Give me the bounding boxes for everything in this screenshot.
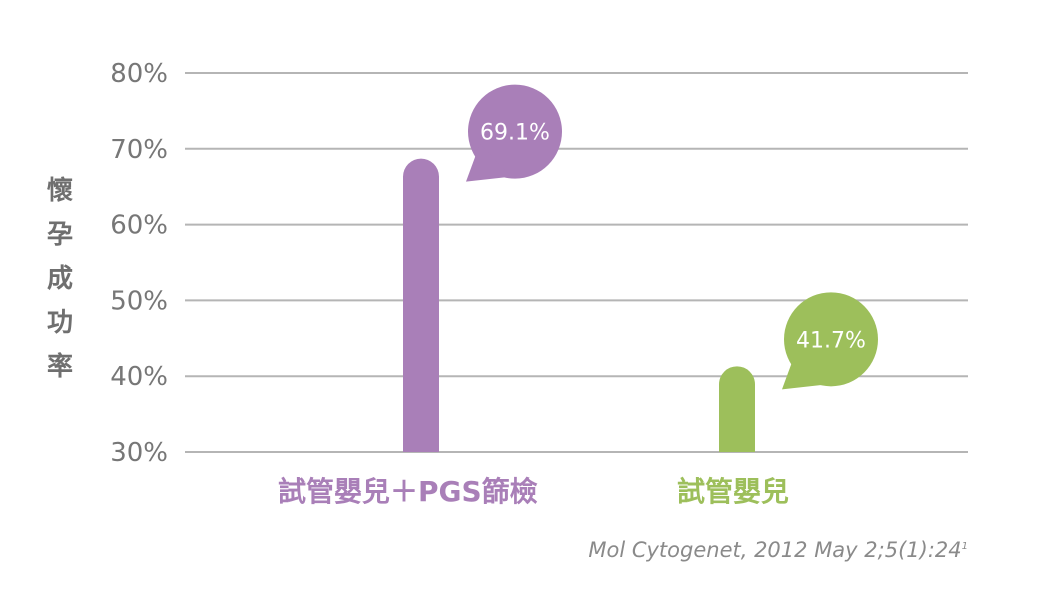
source-superscript: 1 — [961, 541, 968, 552]
bubble-circle — [784, 292, 878, 387]
data-label: 41.7% — [796, 328, 866, 353]
bubble-tail — [466, 143, 511, 182]
source-citation: Mol Cytogenet, 2012 May 2;5(1):241 — [588, 538, 968, 562]
data-label-bubbles: 69.1% 41.7% — [466, 84, 878, 390]
data-label: 69.1% — [480, 121, 550, 146]
y-tick-label: 60% — [110, 211, 168, 241]
bar — [719, 366, 755, 452]
y-axis-label-char: 率 — [46, 352, 73, 382]
category-label-ivf: 試管嬰兒 — [677, 475, 790, 508]
y-tick-labels: 30% 40% 50% 60% 70% 80% — [110, 59, 168, 468]
bubble-tail — [782, 351, 827, 390]
y-axis-label-char: 成 — [46, 264, 73, 294]
category-label-ivf-pgs: 試管嬰兒＋PGS篩檢 — [278, 475, 538, 508]
data-label-bubble: 69.1% — [466, 84, 562, 182]
y-axis-label-char: 懷 — [46, 176, 73, 206]
y-tick-label: 40% — [110, 362, 168, 392]
y-tick-label: 80% — [110, 59, 168, 89]
bar — [403, 158, 439, 452]
gridlines — [185, 72, 968, 453]
y-tick-label: 30% — [110, 438, 168, 468]
bubble-circle — [468, 84, 562, 179]
y-tick-label: 70% — [110, 135, 168, 165]
y-axis-label-char: 孕 — [46, 220, 73, 250]
bars — [403, 158, 755, 452]
data-label-bubble: 41.7% — [782, 292, 878, 390]
y-axis-label-char: 功 — [46, 308, 73, 338]
y-tick-label: 50% — [110, 286, 168, 316]
source-text: Mol Cytogenet, 2012 May 2;5(1):24 — [588, 538, 962, 562]
